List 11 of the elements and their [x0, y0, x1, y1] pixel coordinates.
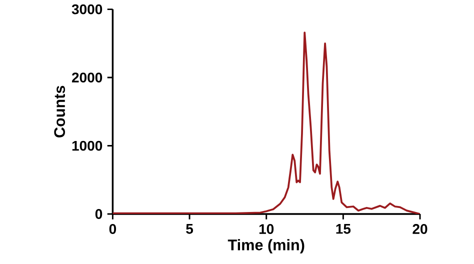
y-tick-label: 2000 [72, 72, 102, 82]
y-tick-label: 0 [95, 209, 102, 219]
y-tick-label: 1000 [72, 140, 102, 151]
x-tick-label: 20 [412, 224, 428, 234]
y-axis-title: Counts [54, 86, 66, 138]
x-tick-label: 15 [336, 224, 351, 234]
y-tick-label: 3000 [72, 4, 102, 14]
x-tick-label: 5 [186, 224, 194, 234]
x-axis-title: Time (min) [228, 239, 304, 254]
x-tick-label: 10 [259, 224, 274, 234]
x-tick-label: 0 [109, 224, 116, 234]
